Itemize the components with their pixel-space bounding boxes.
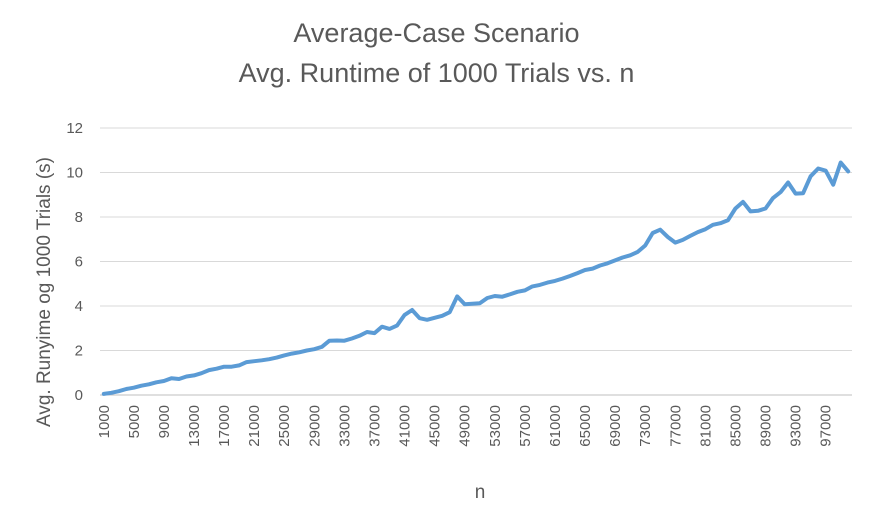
x-tick-label: 53000: [487, 405, 504, 447]
y-tick-label: 4: [75, 298, 83, 315]
y-tick-label: 10: [66, 165, 83, 182]
x-tick-label: 93000: [788, 405, 805, 447]
x-axis-ticks: 1000 5000 9000 13000 17000 21000 25000 29000 330…: [96, 405, 835, 447]
x-tick-label: 37000: [366, 405, 383, 447]
y-tick-label: 12: [66, 120, 83, 137]
x-tick-label: 57000: [517, 405, 534, 447]
chart-subtitle: Avg. Runtime of 1000 Trials vs. n: [238, 58, 635, 88]
x-tick-label: 65000: [577, 405, 594, 447]
x-tick-label: 41000: [397, 405, 414, 447]
gridlines: [100, 127, 852, 396]
x-tick-label: 1000: [96, 405, 113, 438]
x-tick-label: 9000: [156, 405, 173, 438]
chart-title: Average-Case Scenario: [293, 18, 580, 48]
x-axis-label: n: [475, 482, 486, 503]
x-tick-label: 21000: [246, 405, 263, 447]
series-line: [101, 160, 851, 396]
x-tick-label: 29000: [306, 405, 323, 447]
x-tick-label: 45000: [427, 405, 444, 447]
x-tick-label: 49000: [457, 405, 474, 447]
x-tick-label: 77000: [667, 405, 684, 447]
x-tick-label: 73000: [637, 405, 654, 447]
x-tick-label: 69000: [607, 405, 624, 447]
x-tick-label: 61000: [547, 405, 564, 447]
x-tick-label: 97000: [818, 405, 835, 447]
series-runtime: [101, 160, 851, 396]
x-tick-label: 33000: [336, 405, 353, 447]
y-axis-ticks: 0 2 4 6 8 10 12: [66, 120, 83, 404]
y-tick-label: 6: [75, 254, 83, 271]
y-tick-label: 2: [75, 343, 83, 360]
y-axis-label: Avg. Runyime og 1000 Trials (s): [34, 157, 55, 427]
y-tick-label: 0: [75, 387, 83, 404]
x-tick-label: 89000: [758, 405, 775, 447]
y-tick-label: 8: [75, 209, 83, 226]
x-tick-label: 81000: [697, 405, 714, 447]
x-tick-label: 25000: [276, 405, 293, 447]
x-tick-label: 17000: [216, 405, 233, 447]
x-tick-label: 5000: [126, 405, 143, 438]
x-tick-label: 85000: [727, 405, 744, 447]
x-tick-label: 13000: [186, 405, 203, 447]
